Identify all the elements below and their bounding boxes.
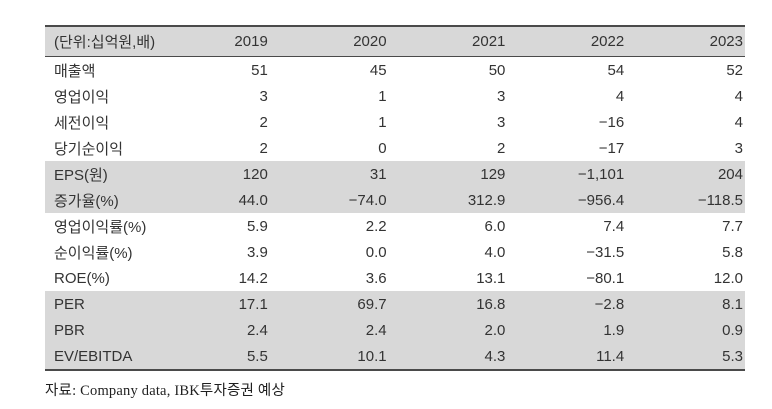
table-cell: 52: [726, 61, 743, 79]
table-cell: 4: [734, 113, 743, 131]
table-cell: 204: [626, 161, 745, 187]
table-cell: 5.5: [151, 343, 270, 370]
table-cell: 7.4: [603, 217, 625, 235]
table-cell: 69.7: [269, 291, 389, 317]
column-header-year: 2021: [388, 26, 508, 57]
table-cell: 45: [369, 61, 387, 79]
table-cell: 13.1: [476, 269, 506, 287]
row-label: EV/EBITDA: [45, 343, 151, 370]
table-cell: 1: [378, 113, 387, 131]
row-label: PBR: [45, 317, 151, 343]
table-cell: −1,101: [507, 161, 627, 187]
table-cell: 11.4: [507, 343, 627, 370]
table-cell: 4: [734, 87, 743, 105]
row-label: 매출액: [54, 62, 96, 80]
table-cell: 0.0: [365, 243, 387, 261]
table-cell: −956.4: [507, 187, 627, 213]
column-header-year: 2019: [151, 26, 270, 57]
table-cell: −80.1: [586, 269, 625, 287]
row-label: EPS(원): [45, 161, 151, 187]
table-row: 영업이익률(%) 5.9 2.2 6.0 7.4 7.7: [45, 213, 745, 239]
table-cell: 0.9: [626, 317, 745, 343]
table-cell: 3.6: [365, 269, 387, 287]
table-cell: 2.4: [151, 317, 270, 343]
table-row: 순이익률(%) 3.9 0.0 4.0 −31.5 5.8: [45, 239, 745, 265]
table-row: ROE(%) 14.2 3.6 13.1 −80.1 12.0: [45, 265, 745, 291]
table-row: EV/EBITDA 5.5 10.1 4.3 11.4 5.3: [45, 343, 745, 370]
table-cell: 4.3: [388, 343, 508, 370]
table-cell: 4.0: [484, 243, 506, 261]
unit-label: (단위:십억원,배): [45, 26, 155, 57]
table-cell: 7.7: [722, 217, 743, 235]
table-cell: 1.9: [507, 317, 627, 343]
table-cell: 50: [488, 61, 506, 79]
table-row: 매출액 51 45 50 54 52: [45, 57, 745, 84]
table-row: EPS(원) 120 31 129 −1,101 204: [45, 161, 745, 187]
table-row: 세전이익 2 1 3 −16 4: [45, 109, 745, 135]
column-header-year: 2023: [626, 26, 745, 57]
table-cell: 4: [615, 87, 625, 105]
table-cell: 31: [269, 161, 389, 187]
table-cell: 5.8: [722, 243, 743, 261]
financial-summary-table: (단위:십억원,배) 2019 2020 2021 2022 2023 매출액 51 45 5…: [45, 25, 745, 371]
table-cell: 54: [607, 61, 625, 79]
table-cell: 120: [151, 161, 270, 187]
table-cell: 3: [259, 87, 268, 105]
row-label: 세전이익: [54, 114, 110, 132]
row-label: PER: [45, 291, 151, 317]
table-cell: 3: [734, 139, 743, 157]
table-cell: 2.2: [365, 217, 387, 235]
table-cell: 3.9: [246, 243, 268, 261]
table-cell: −17: [598, 139, 625, 157]
table-cell: 44.0: [151, 187, 270, 213]
table-cell: −118.5: [626, 187, 745, 213]
table-cell: 0: [378, 139, 387, 157]
table-cell: 2: [259, 113, 268, 131]
table-cell: 2: [497, 139, 506, 157]
table-cell: 17.1: [151, 291, 270, 317]
table-cell: 10.1: [269, 343, 389, 370]
column-header-year: 2022: [507, 26, 627, 57]
table-cell: −16: [598, 113, 625, 131]
table-cell: 51: [251, 61, 268, 79]
table-row: 영업이익 3 1 3 4 4: [45, 83, 745, 109]
table-cell: −2.8: [507, 291, 627, 317]
table-cell: 129: [388, 161, 508, 187]
table-row: PBR 2.4 2.4 2.0 1.9 0.9: [45, 317, 745, 343]
table-cell: 14.2: [238, 269, 268, 287]
table-cell: 2.0: [388, 317, 508, 343]
table-header-row: (단위:십억원,배) 2019 2020 2021 2022 2023: [45, 26, 745, 57]
row-label: 영업이익률(%): [54, 218, 147, 236]
table-cell: −74.0: [269, 187, 389, 213]
row-label: 증가율(%): [45, 187, 151, 213]
table-row: 증가율(%) 44.0 −74.0 312.9 −956.4 −118.5: [45, 187, 745, 213]
row-label: 순이익률(%): [54, 244, 133, 262]
table-cell: 5.9: [246, 217, 268, 235]
table-cell: 1: [378, 87, 387, 105]
table-cell: 2: [259, 139, 268, 157]
row-label: 당기순이익: [54, 140, 124, 158]
row-label: 영업이익: [54, 88, 110, 106]
table-cell: 312.9: [388, 187, 508, 213]
table-cell: 3: [497, 87, 506, 105]
table-cell: 3: [497, 113, 506, 131]
table-cell: 5.3: [626, 343, 745, 370]
table-cell: 2.4: [269, 317, 389, 343]
table-body: 매출액 51 45 50 54 52 영업이익 3 1 3 4 4 세전이익 2 1 3 −16 4 당기순이익 2 0…: [45, 57, 745, 370]
table-cell: 12.0: [713, 269, 743, 287]
table-cell: −31.5: [586, 243, 625, 261]
table-cell: 16.8: [388, 291, 508, 317]
table-row: PER 17.1 69.7 16.8 −2.8 8.1: [45, 291, 745, 317]
table-cell: 8.1: [626, 291, 745, 317]
table-cell: 6.0: [484, 217, 506, 235]
row-label: ROE(%): [54, 269, 110, 287]
table-row: 당기순이익 2 0 2 −17 3: [45, 135, 745, 161]
source-note: 자료: Company data, IBK투자증권 예상: [45, 383, 285, 399]
column-header-year: 2020: [269, 26, 389, 57]
